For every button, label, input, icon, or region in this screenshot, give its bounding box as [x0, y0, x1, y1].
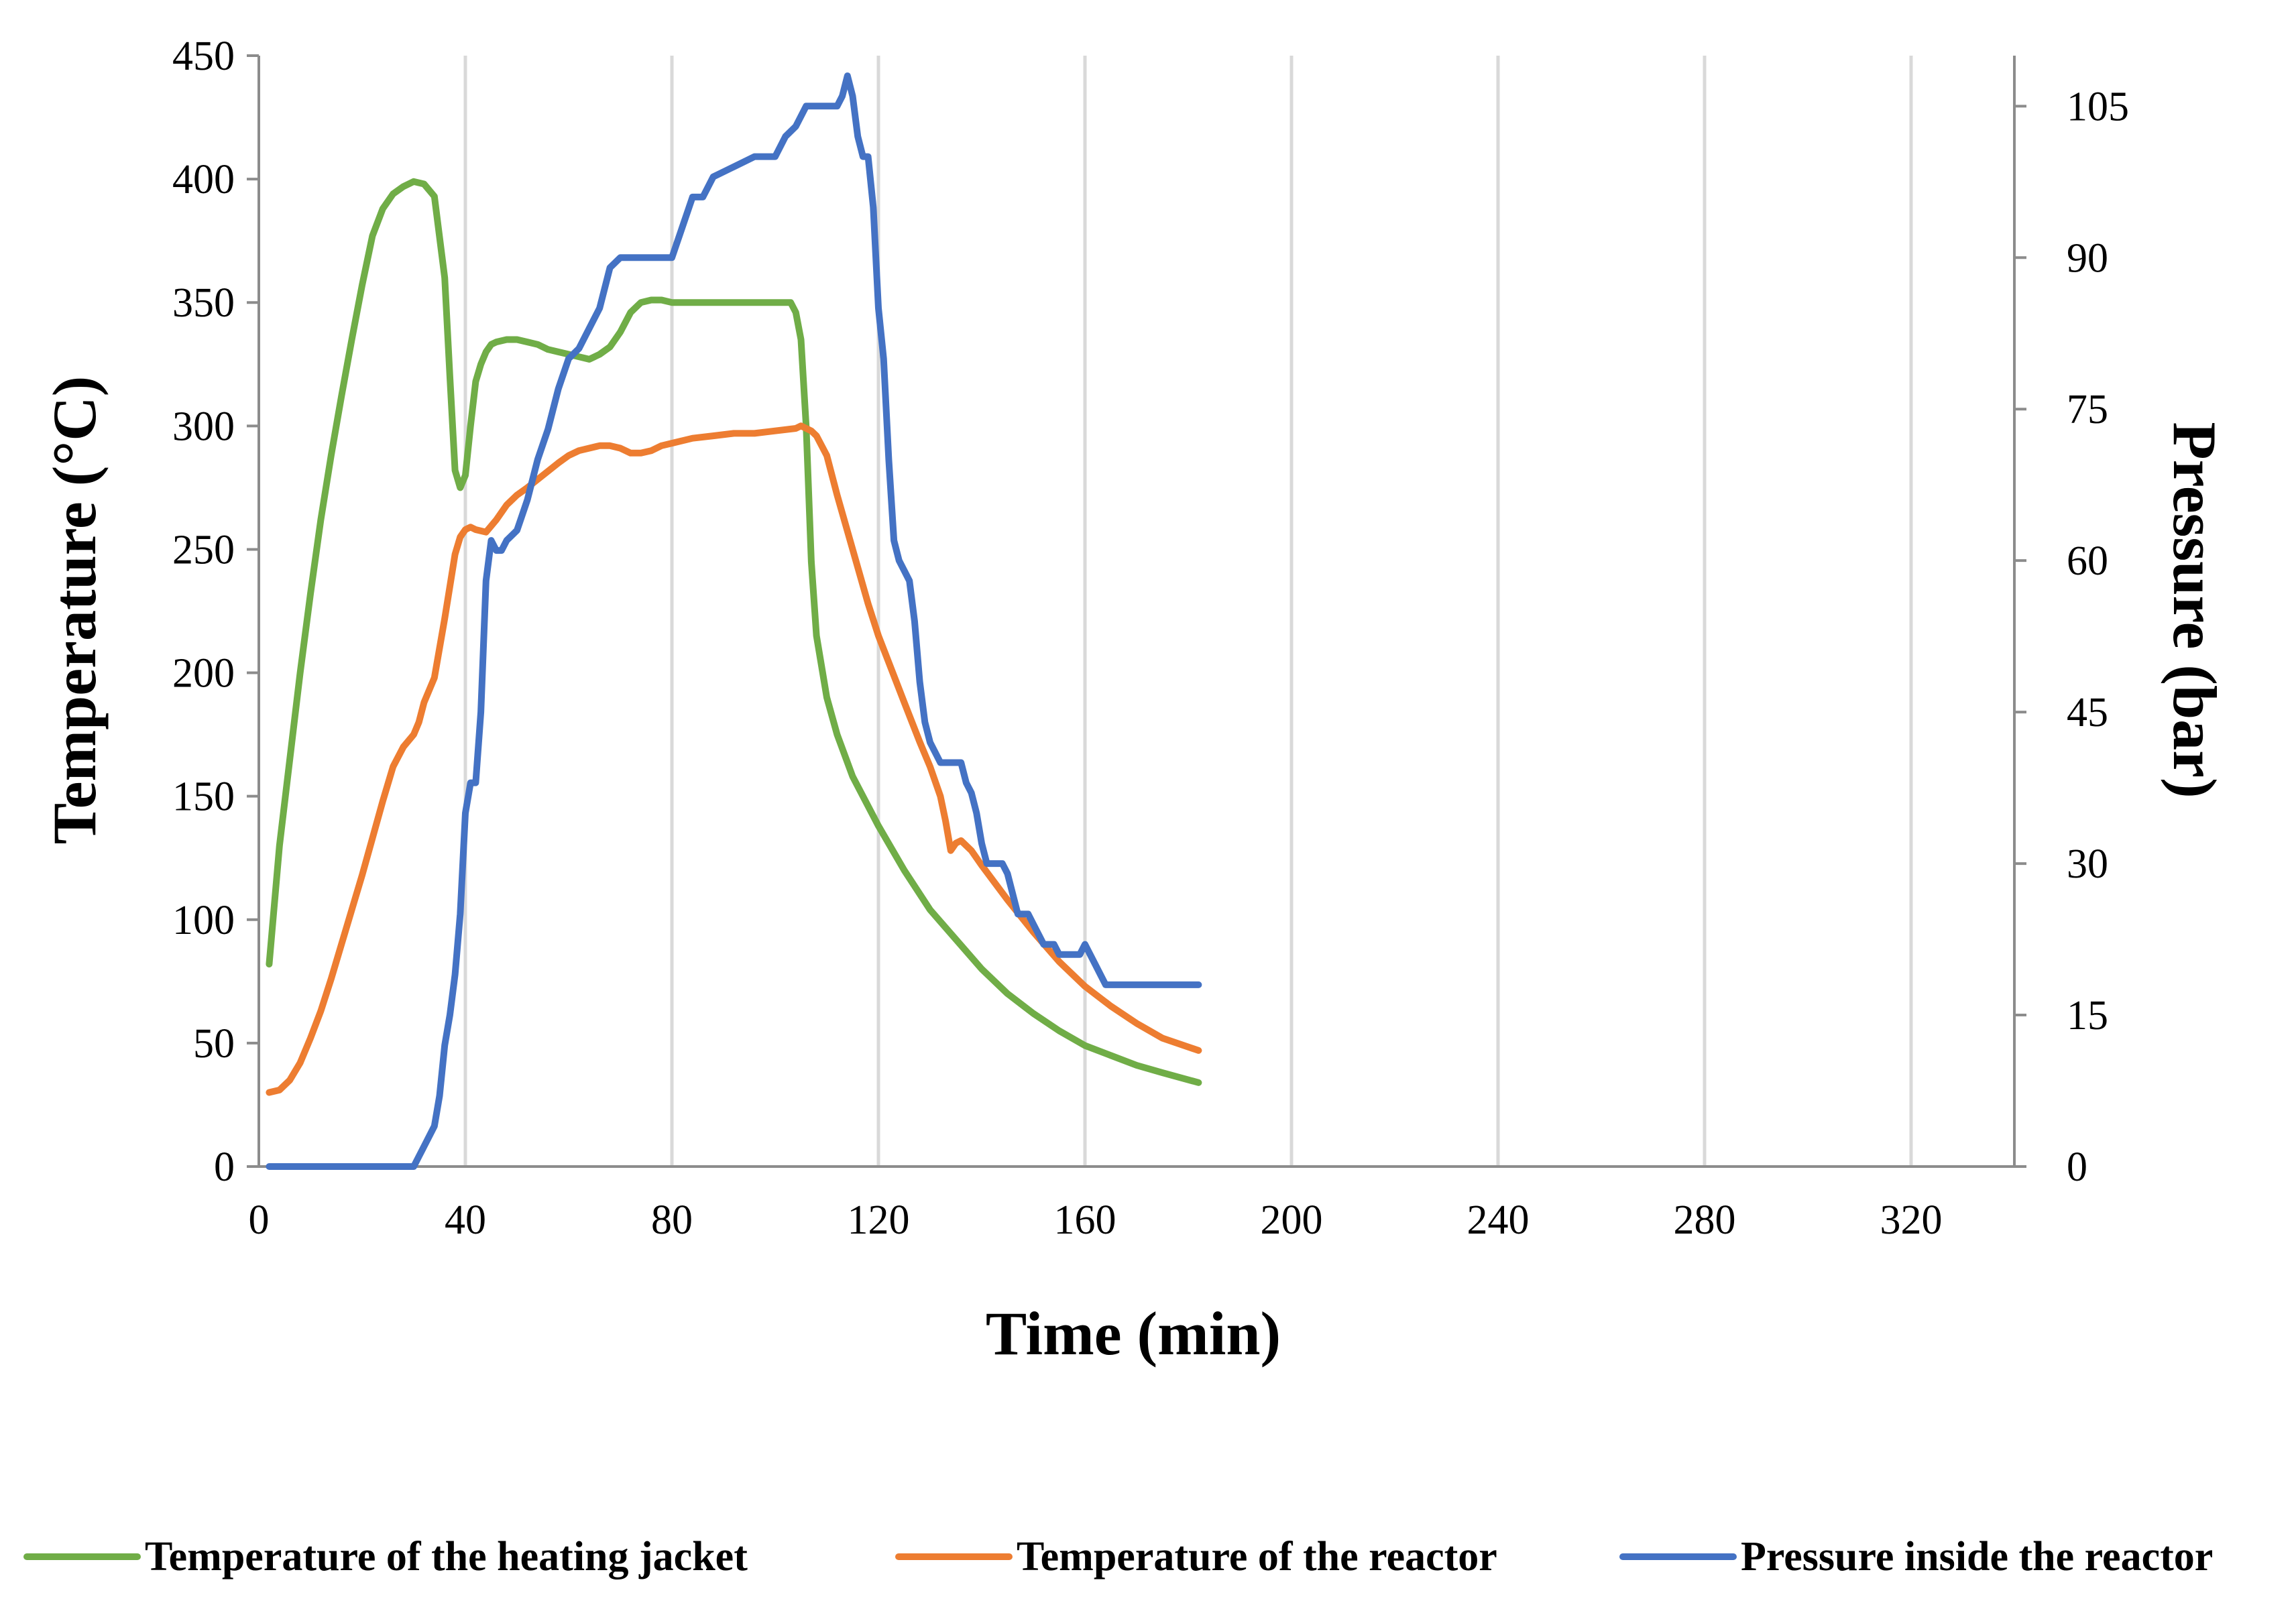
- x-tick-label: 0: [249, 1197, 270, 1243]
- y2-tick-label: 30: [2067, 841, 2108, 887]
- x-tick-label: 40: [445, 1197, 486, 1243]
- x-tick-label: 80: [651, 1197, 693, 1243]
- x-tick-label: 120: [848, 1197, 910, 1243]
- legend-label-reactor-pressure: Pressure inside the reactor: [1741, 1534, 2213, 1580]
- y-tick-label: 50: [193, 1021, 235, 1067]
- y2-tick-label: 75: [2067, 387, 2108, 432]
- legend-label-heating-jacket: Temperature of the heating jacket: [145, 1534, 748, 1580]
- x-tick-label: 280: [1674, 1197, 1736, 1243]
- y2-axis-title: Pressure (bar): [2161, 422, 2229, 798]
- y-tick-label: 450: [172, 34, 235, 79]
- y-tick-label: 150: [172, 774, 235, 820]
- x-tick-label: 160: [1054, 1197, 1116, 1243]
- series-reactor-temperature-line: [266, 422, 1202, 1096]
- right-y-tick-labels: 0 15 30 45 60 75 90 105: [2014, 84, 2129, 1190]
- y-tick-label: 200: [172, 651, 235, 697]
- x-tick-label: 320: [1880, 1197, 1943, 1243]
- y-tick-label: 400: [172, 157, 235, 202]
- series-reactor-pressure-line: [266, 72, 1202, 1170]
- grid-lines: [463, 56, 1913, 1167]
- series-lines: [266, 72, 1202, 1170]
- y2-tick-label: 90: [2067, 235, 2108, 281]
- series-heating-jacket-line: [266, 178, 1202, 1086]
- legend-label-reactor-temperature: Temperature of the reactor: [1017, 1534, 1497, 1580]
- y-tick-label: 100: [172, 898, 235, 943]
- y-tick-label: 300: [172, 404, 235, 449]
- y-tick-label: 250: [172, 527, 235, 573]
- y2-tick-label: 0: [2067, 1144, 2087, 1190]
- y-axis-title: Temperature (°C): [40, 376, 109, 845]
- legend: Temperature of the heating jacket Temper…: [23, 1534, 2213, 1580]
- y2-tick-label: 45: [2067, 690, 2108, 735]
- y2-tick-label: 105: [2067, 84, 2129, 129]
- y2-tick-label: 60: [2067, 538, 2108, 584]
- left-y-tick-labels: 0 50 100 150 200 250 300 350 400 450: [172, 34, 259, 1190]
- x-axis-title: Time (min): [986, 1299, 1281, 1368]
- y2-tick-label: 15: [2067, 993, 2108, 1038]
- x-tick-label: 240: [1467, 1197, 1530, 1243]
- y-tick-label: 350: [172, 280, 235, 326]
- x-tick-label: 200: [1261, 1197, 1323, 1243]
- y-tick-label: 0: [214, 1144, 235, 1190]
- x-tick-labels: 0 40 80 120 160 200 240 280 320: [249, 1197, 1943, 1243]
